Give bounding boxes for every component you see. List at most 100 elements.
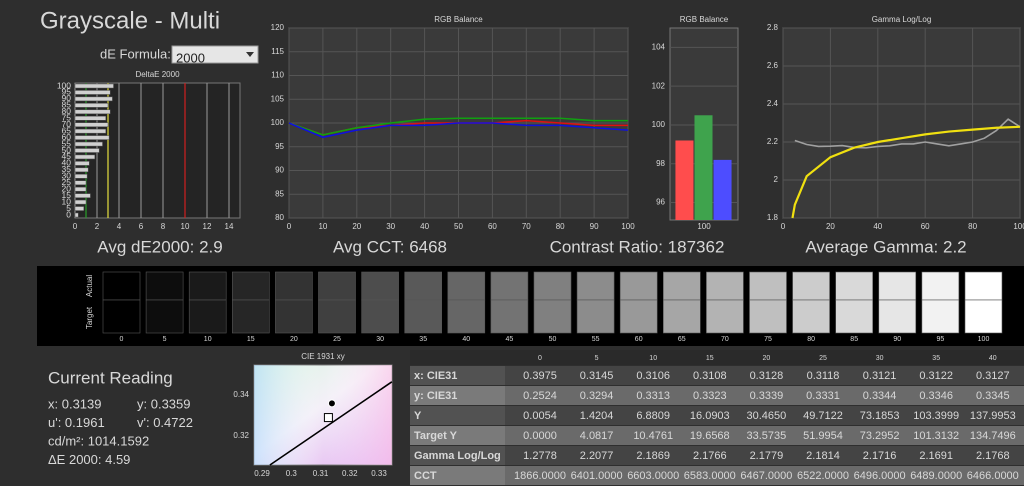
- table-cell: 0.3323: [693, 390, 727, 402]
- row-header-cell: [410, 366, 505, 385]
- table-header: [410, 350, 1024, 365]
- table-cell: 49.7122: [803, 410, 843, 422]
- swatch-label: 5: [163, 336, 167, 343]
- y-tick-label: 102: [652, 81, 666, 90]
- table-cell: 0.3108: [693, 370, 727, 382]
- table-cell: 6522.0000: [797, 470, 849, 482]
- y-tick-label: 15: [62, 190, 72, 200]
- table-cell: 0.2524: [523, 390, 557, 402]
- row-label: Y: [414, 410, 422, 422]
- y-tick-label: 35: [62, 164, 72, 174]
- row-header-cell: [410, 426, 505, 445]
- y-tick-label: 96: [656, 198, 665, 207]
- y-tick-label: 0: [66, 209, 71, 219]
- formula-label: dE Formula:: [100, 46, 171, 61]
- y-tick-label: 110: [271, 71, 284, 80]
- swatch-actual: [619, 271, 658, 301]
- y-tick-label: 20: [62, 183, 72, 193]
- x-tick-label: 40: [873, 222, 882, 231]
- bar: [74, 154, 96, 160]
- table-cell: 6.8809: [636, 410, 670, 422]
- series-line: [791, 125, 1021, 219]
- bar: [74, 135, 110, 140]
- bar: [74, 161, 90, 166]
- table-cell: 2.1869: [636, 450, 670, 462]
- swatch-actual: [662, 271, 701, 301]
- dropdown-arrow: [246, 52, 254, 57]
- table-cell: 0.3346: [919, 390, 953, 402]
- y-tick-label: 85: [275, 189, 284, 198]
- table-cell: 0.3145: [580, 370, 614, 382]
- table-cell: 0.3128: [750, 370, 784, 382]
- summary-value: Avg CCT: 6468: [333, 237, 447, 256]
- bar: [74, 96, 113, 102]
- column-header: 10: [649, 355, 657, 362]
- chart-title: DeltaE 2000: [135, 70, 180, 79]
- table-cell: 0.3121: [863, 370, 897, 382]
- y-tick-label: 98: [656, 159, 665, 168]
- column-header: 30: [876, 355, 884, 362]
- swatch-label: 50: [549, 336, 557, 343]
- table-cell: 1866.0000: [514, 470, 566, 482]
- swatch-label: 10: [204, 336, 212, 343]
- y-tick-label: 104: [652, 43, 666, 52]
- table-cell: 10.4761: [633, 430, 673, 442]
- swatch-label: 55: [592, 336, 600, 343]
- x-tick-label: 0.32: [342, 469, 358, 478]
- table-row: [410, 426, 1024, 445]
- column-header: 15: [706, 355, 714, 362]
- swatch-target: [706, 299, 744, 334]
- swatch-target: [662, 299, 701, 334]
- table-cell: 6603.0000: [627, 470, 679, 482]
- swatch-label: 75: [764, 336, 772, 343]
- y-tick-label: 80: [275, 213, 284, 222]
- x-tick-label: 20: [826, 222, 835, 231]
- table-cell: 0.3313: [636, 390, 670, 402]
- bar: [74, 174, 88, 179]
- table-cell: 33.5735: [747, 430, 787, 442]
- swatch-label: 90: [893, 336, 901, 343]
- table-cell: 2.2077: [580, 450, 614, 462]
- swatch-target: [792, 299, 830, 334]
- swatch-strip: [37, 266, 1024, 346]
- x-tick-label: 60: [921, 222, 930, 231]
- swatch-actual: [878, 271, 917, 301]
- bar: [74, 167, 89, 173]
- table-cell: 0.3339: [750, 390, 784, 402]
- swatch-target: [404, 299, 443, 334]
- swatch-actual: [318, 271, 356, 301]
- y-tick-label: 90: [275, 166, 284, 175]
- table-cell: 2.1766: [693, 450, 727, 462]
- bar: [74, 109, 111, 115]
- column-header: 20: [763, 355, 771, 362]
- swatch-target: [576, 299, 615, 334]
- series-line: [269, 381, 393, 466]
- reading-title: Current Reading: [48, 368, 173, 387]
- x-tick-label: 70: [522, 222, 531, 231]
- table-cell: 51.9954: [803, 430, 843, 442]
- table-cell: 6489.0000: [910, 470, 962, 482]
- swatch-actual: [232, 271, 270, 301]
- y-tick-label: 55: [62, 138, 72, 148]
- y-tick-label: 10: [62, 196, 72, 206]
- y-tick-label: 0.32: [233, 431, 249, 440]
- table-cell: 101.3132: [913, 430, 959, 442]
- y-tick-label: 2.6: [767, 61, 779, 70]
- x-tick-label: 8: [161, 222, 166, 231]
- table-cell: 6467.0000: [740, 470, 792, 482]
- table-cell: 2.1814: [806, 450, 840, 462]
- x-tick-label: 100: [1013, 222, 1024, 231]
- summary-value: Avg dE2000: 2.9: [97, 237, 222, 256]
- table-cell: 6401.0000: [571, 470, 623, 482]
- row-header-cell: [410, 406, 505, 425]
- table-cell: 0.3106: [636, 370, 670, 382]
- formula-select[interactable]: [171, 45, 259, 64]
- table-cell: 73.1853: [860, 410, 900, 422]
- table-cell: 103.3999: [913, 410, 959, 422]
- bar: [74, 103, 109, 108]
- plot-tint: [254, 365, 392, 465]
- x-tick-label: 0: [73, 222, 78, 231]
- page-title: Grayscale - Multi: [40, 7, 220, 34]
